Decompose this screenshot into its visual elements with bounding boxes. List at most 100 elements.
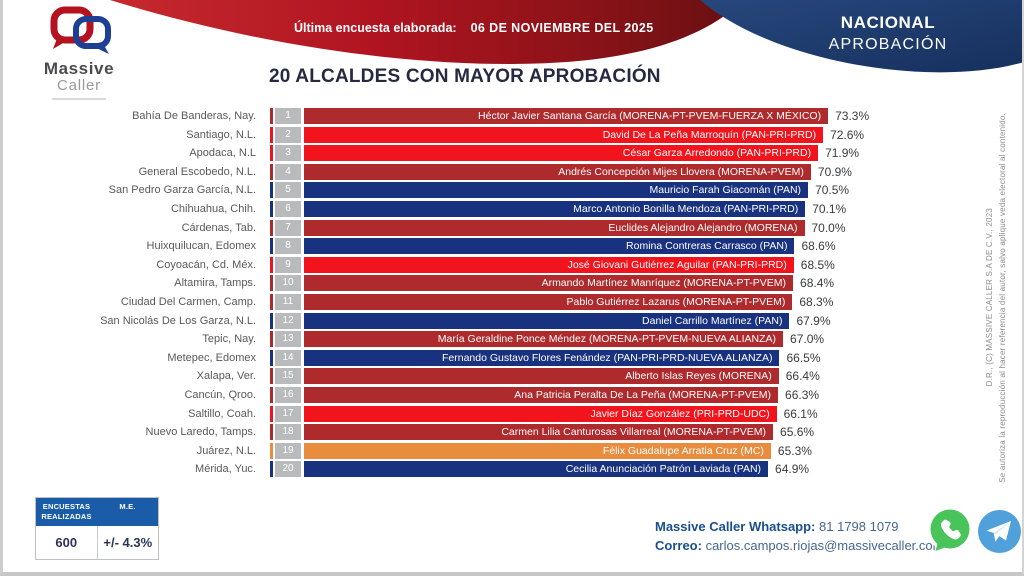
mayor-name-label: Pablo Gutiérrez Lazarus (MORENA-PT-PVEM) [566,295,786,308]
logo-word-caller: Caller [57,77,101,94]
header-blue-band [700,0,1024,73]
survey-stats-table: ENCUESTAS REALIZADAS M.E. 600 +/- 4.3% [35,497,159,560]
city-label: Coyoacán, Cd. Méx. [156,258,256,271]
rank-edge-strip [270,461,273,478]
mayor-name-label: Javier Díaz González (PRI-PRD-UDC) [590,407,770,420]
approval-percent-label: 73.3% [835,109,870,124]
approval-percent-label: 70.0% [811,220,846,235]
page-title: 20 ALCALDES CON MAYOR APROBACIÓN [269,66,661,87]
city-label: Xalapa, Ver. [196,370,256,383]
rank-edge-strip [270,312,273,329]
whatsapp-icon[interactable] [926,506,974,556]
survey-date-label: Última encuesta elaborada: [294,21,457,35]
ranking-row: Cancún, Qroo. 16 Ana Patricia Peralta De… [0,386,869,403]
approval-percent-label: 65.3% [777,443,812,458]
city-label: Huixquilucan, Edomex [146,240,256,253]
ranking-row: Apodaca, N.L 3 César Garza Arredondo (PA… [0,145,869,162]
mayor-name-label: Marco Antonio Bonilla Mendoza (PAN-PRI-P… [573,203,799,216]
approval-percent-label: 65.6% [780,425,815,440]
stats-col2-header: M.E. [119,502,136,511]
mayor-name-label: César Garza Arredondo (PAN-PRI-PRD) [622,147,812,160]
approval-percent-label: 68.4% [800,276,835,291]
rank-badge: 19 [275,442,301,459]
mayor-name-label: David De La Peña Marroquín (PAN-PRI-PRD) [602,128,817,141]
approval-percent-label: 71.9% [825,146,860,161]
approval-percent-label: 68.5% [800,257,835,272]
rank-badge: 17 [275,405,301,422]
approval-percent-label: 68.3% [799,294,834,309]
approval-percent-label: 67.0% [790,332,825,347]
authorization-note: Se autoriza la reproducción al hacer ref… [998,112,1007,483]
approval-bar: Javier Díaz González (PRI-PRD-UDC) [304,405,777,422]
city-label: Cárdenas, Tab. [181,221,256,234]
ranking-row: Santiago, N.L. 2 David De La Peña Marroq… [0,126,869,143]
city-label: General Escobedo, N.L. [138,165,256,178]
approval-bar: David De La Peña Marroquín (PAN-PRI-PRD) [304,126,824,143]
approval-percent-label: 70.1% [812,202,847,217]
rank-edge-strip [270,349,273,366]
rank-edge-strip [270,293,273,310]
approval-percent-label: 66.3% [785,387,820,402]
stats-value-row: 600 +/- 4.3% [36,525,158,559]
ranking-row: Tepic, Nay. 13 María Geraldine Ponce Mén… [0,331,869,348]
mayor-name-label: Euclides Alejandro Alejandro (MORENA) [608,221,798,234]
approval-bar: Fernando Gustavo Flores Fenández (PAN-PR… [304,349,780,366]
stats-sample-size: 600 [55,534,78,550]
rank-badge: 18 [275,424,301,441]
approval-bar: Carmen Lilia Canturosas Villarreal (MORE… [304,424,774,441]
mayor-name-label: Mauricio Farah Giacomán (PAN) [649,184,802,197]
approval-bar: Andrés Concepción Mijes Llovera (MORENA-… [304,163,811,180]
email-address: carlos.campos.riojas@massivecaller.com [705,538,944,553]
chat-bubbles-icon [50,6,111,54]
whatsapp-number: 81 1798 1079 [819,519,899,534]
rank-badge: 12 [275,312,301,329]
approval-percent-label: 64.9% [775,462,810,477]
social-icons [926,506,1021,556]
telegram-icon[interactable] [978,509,1021,553]
rank-edge-strip [270,201,273,218]
ranking-row: Chihuahua, Chih. 6 Marco Antonio Bonilla… [0,201,869,218]
ranking-row: Altamira, Tamps. 10 Armando Martínez Man… [0,275,869,292]
approval-percent-label: 66.4% [785,369,820,384]
rank-edge-strip [270,405,273,422]
whatsapp-line: Massive Caller Whatsapp: 81 1798 1079 [655,517,943,536]
email-line: Correo: carlos.campos.riojas@massivecall… [655,536,943,555]
rank-badge: 10 [275,275,301,292]
approval-bar: Euclides Alejandro Alejandro (MORENA) [304,219,805,236]
massive-caller-logo: Massive Caller [20,6,138,100]
rank-edge-strip [270,368,273,385]
mayor-name-label: Ana Patricia Peralta De La Peña (MORENA-… [514,388,772,401]
city-label: Mérida, Yuc. [195,463,256,476]
rank-badge: 7 [275,219,301,236]
ranking-row: San Pedro Garza García, N.L. 5 Mauricio … [0,182,869,199]
approval-percent-label: 70.9% [817,164,852,179]
rank-badge: 11 [275,293,301,310]
region-name: NACIONAL [840,13,936,32]
city-label: Ciudad Del Carmen, Camp. [120,295,256,308]
logo-word-massive: Massive [43,59,115,78]
ranking-row: Saltillo, Coah. 17 Javier Díaz González … [0,405,869,422]
approval-bar: César Garza Arredondo (PAN-PRI-PRD) [304,145,819,162]
approval-percent-label: 70.5% [815,183,850,198]
approval-percent-label: 67.9% [796,313,831,328]
contact-block: Massive Caller Whatsapp: 81 1798 1079 Co… [655,517,943,555]
rank-badge: 5 [275,182,301,199]
survey-date-value: 06 DE NOVIEMBRE DEL 2025 [470,21,654,35]
ranking-row: General Escobedo, N.L. 4 Andrés Concepci… [0,163,869,180]
rank-badge: 3 [275,145,301,162]
approval-bar: Cecilia Anunciación Patrón Laviada (PAN) [304,461,769,478]
mayor-name-label: Carmen Lilia Canturosas Villarreal (MORE… [501,426,767,439]
rank-edge-strip [270,256,273,273]
region-approval-tab: NACIONAL APROBACIÓN [788,13,988,54]
rank-badge: 4 [275,163,301,180]
approval-bar: Alberto Islas Reyes (MORENA) [304,368,779,385]
rank-edge-strip [270,331,273,348]
approval-percent-label: 66.1% [783,406,818,421]
rank-badge: 20 [275,461,301,478]
copyright-note: D.R., (C) MASSIVE CALLER S.A DE C.V., 20… [985,208,994,387]
approval-bar: Pablo Gutiérrez Lazarus (MORENA-PT-PVEM) [304,293,793,310]
rank-badge: 15 [275,368,301,385]
ranking-row: Xalapa, Ver. 15 Alberto Islas Reyes (MOR… [0,368,869,385]
mayor-name-label: María Geraldine Ponce Méndez (MORENA-PT-… [437,333,777,346]
